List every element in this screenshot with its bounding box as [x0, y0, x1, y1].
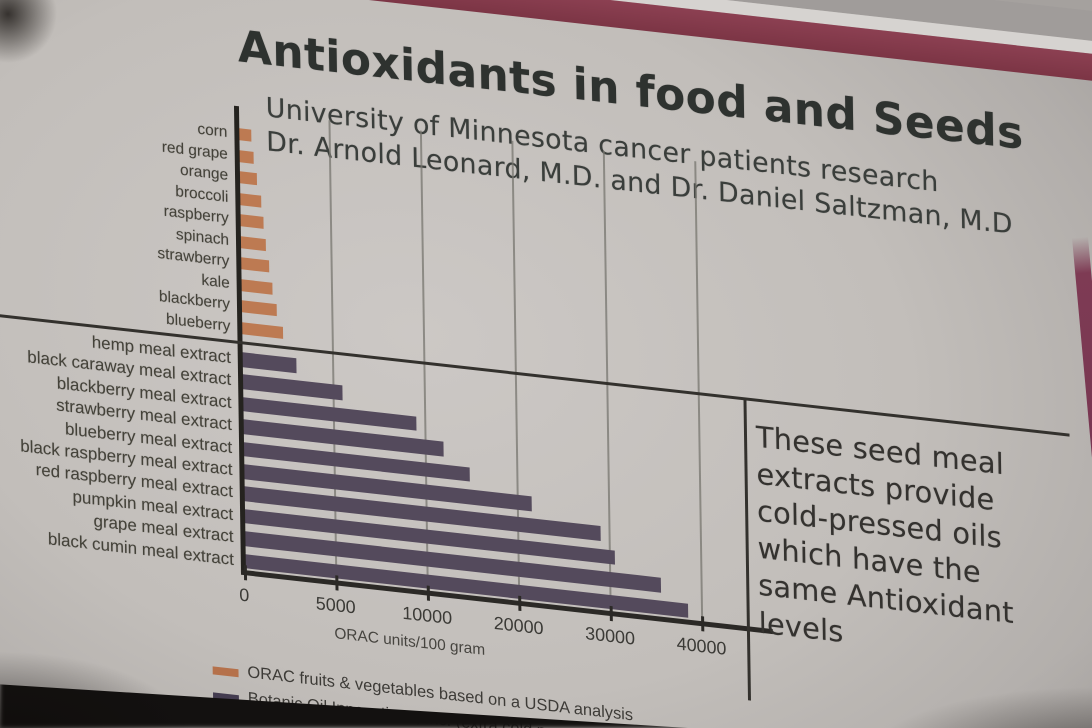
bar: [241, 321, 284, 339]
bar: [240, 257, 269, 273]
bar: [241, 352, 297, 373]
orac-bar-chart: corn red grape orange broccoli raspberry spin…: [0, 76, 793, 681]
x-tick-label: 40000: [676, 633, 727, 659]
x-tick: [243, 565, 247, 581]
bar: [240, 300, 277, 317]
x-tick: [518, 595, 521, 611]
x-tick-label: 5000: [315, 593, 356, 618]
x-tick-label: 20000: [493, 612, 544, 639]
x-tick-label: 30000: [585, 623, 636, 649]
bar: [239, 235, 266, 251]
x-tick: [335, 575, 339, 591]
x-tick: [701, 616, 704, 632]
x-tick-label: 10000: [402, 602, 453, 629]
bar: [239, 214, 264, 229]
bar: [241, 374, 343, 401]
x-tick: [426, 585, 430, 601]
bar: [239, 192, 262, 208]
x-tick: [609, 605, 613, 622]
legend-swatch-fruits: [212, 666, 239, 678]
bar: [238, 171, 258, 186]
bar: [238, 149, 254, 164]
bar: [238, 128, 252, 142]
x-tick-label: 0: [239, 584, 250, 606]
bar: [240, 278, 273, 295]
seed-meal-note: These seed meal extracts provide cold-pr…: [755, 419, 1014, 649]
